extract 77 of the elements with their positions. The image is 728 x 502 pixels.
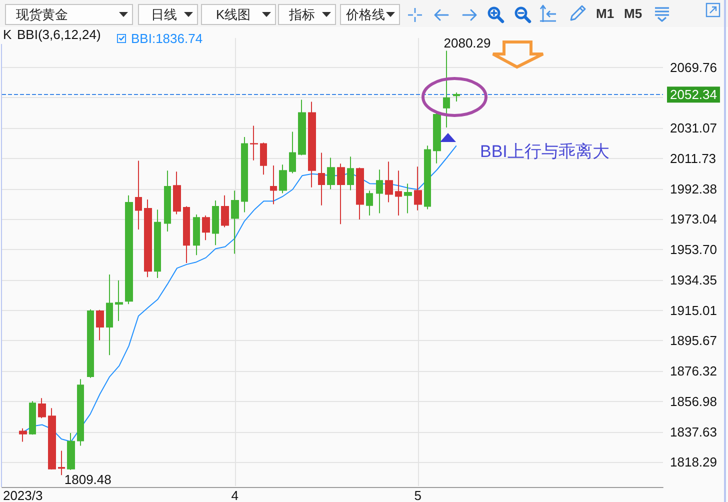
candlestick <box>424 145 431 210</box>
candlestick <box>327 157 335 190</box>
candlestick <box>193 214 200 256</box>
x-tick-label: 5 <box>414 488 422 502</box>
y-tick-label: 1973.04 <box>670 212 717 227</box>
candlestick <box>144 199 152 278</box>
candlestick <box>260 142 267 176</box>
candlestick <box>58 450 65 476</box>
y-tick-label: 1915.01 <box>670 302 717 318</box>
candlestick <box>453 92 460 102</box>
candlestick <box>67 432 75 470</box>
candlestick <box>87 308 94 378</box>
candlestick <box>106 274 113 356</box>
candlestick <box>270 165 277 205</box>
legend-label: BBI:1836.74 <box>131 31 203 46</box>
candlestick <box>366 190 373 216</box>
candlestick <box>173 171 181 215</box>
text: M1 <box>596 6 614 21</box>
y-tick-label: 1818.29 <box>670 454 717 470</box>
candlestick <box>356 167 364 220</box>
dropdown: 日线 <box>138 4 198 25</box>
x-tick-label: 4 <box>231 488 238 502</box>
candlestick <box>376 169 383 214</box>
dropdown: 现货黄金 <box>5 4 133 25</box>
candlestick <box>443 50 450 128</box>
candlestick <box>96 309 104 341</box>
candlestick <box>19 428 27 442</box>
annotation: BBI(3,6,12,24) <box>17 27 101 42</box>
dropdown: 指标 <box>278 4 336 25</box>
y-tick-label: 1953.70 <box>670 242 717 258</box>
y-tick-label: 2069.76 <box>670 60 717 75</box>
candlestick <box>289 131 296 174</box>
candlestick <box>298 99 306 156</box>
ref-line-label: 2052.34 <box>670 87 717 102</box>
candlestick <box>308 101 316 188</box>
candlestick <box>347 156 354 191</box>
candlestick <box>154 209 161 279</box>
candlestick <box>385 161 393 203</box>
y-tick-label: 1934.35 <box>670 272 717 288</box>
candlestick <box>183 206 190 264</box>
text: K <box>3 27 12 42</box>
candlestick <box>221 194 229 228</box>
candlestick <box>231 190 239 254</box>
candlestick <box>48 408 56 470</box>
x-tick-label: 2023/3 <box>2 488 43 502</box>
candlestick <box>250 125 258 161</box>
y-tick-label: 2011.73 <box>670 150 716 166</box>
y-tick-label: 1856.98 <box>670 394 717 409</box>
annotation: 2080.29 <box>444 36 491 51</box>
candlestick <box>125 194 133 305</box>
y-tick-label: 1837.63 <box>670 424 717 440</box>
dropdown: K线图 <box>201 4 276 25</box>
candlestick <box>318 152 325 206</box>
candlestick <box>77 378 84 446</box>
text: M5 <box>624 6 642 21</box>
candlestick <box>337 163 345 225</box>
line-series <box>22 145 457 442</box>
y-tick-label: 1992.38 <box>670 181 717 196</box>
candlestick <box>414 166 422 211</box>
annotation: 1809.48 <box>64 472 112 488</box>
candlestick <box>202 215 210 241</box>
candlestick <box>433 113 441 164</box>
candlestick <box>404 183 412 214</box>
candlestick <box>29 400 36 436</box>
candlestick <box>115 280 123 322</box>
candlestick <box>241 136 248 213</box>
candlestick <box>135 160 142 230</box>
y-tick-label: 1895.67 <box>670 333 717 348</box>
dropdown: 价格线 <box>340 4 400 25</box>
candlestick <box>279 164 287 194</box>
y-tick-label: 2031.07 <box>670 120 717 136</box>
candlestick <box>395 170 402 216</box>
text: BBI上行与乖离大 <box>480 142 610 161</box>
candlestick <box>38 398 46 419</box>
y-tick-label: 1876.32 <box>670 364 717 379</box>
candlestick <box>164 170 171 232</box>
candlestick <box>212 200 219 246</box>
